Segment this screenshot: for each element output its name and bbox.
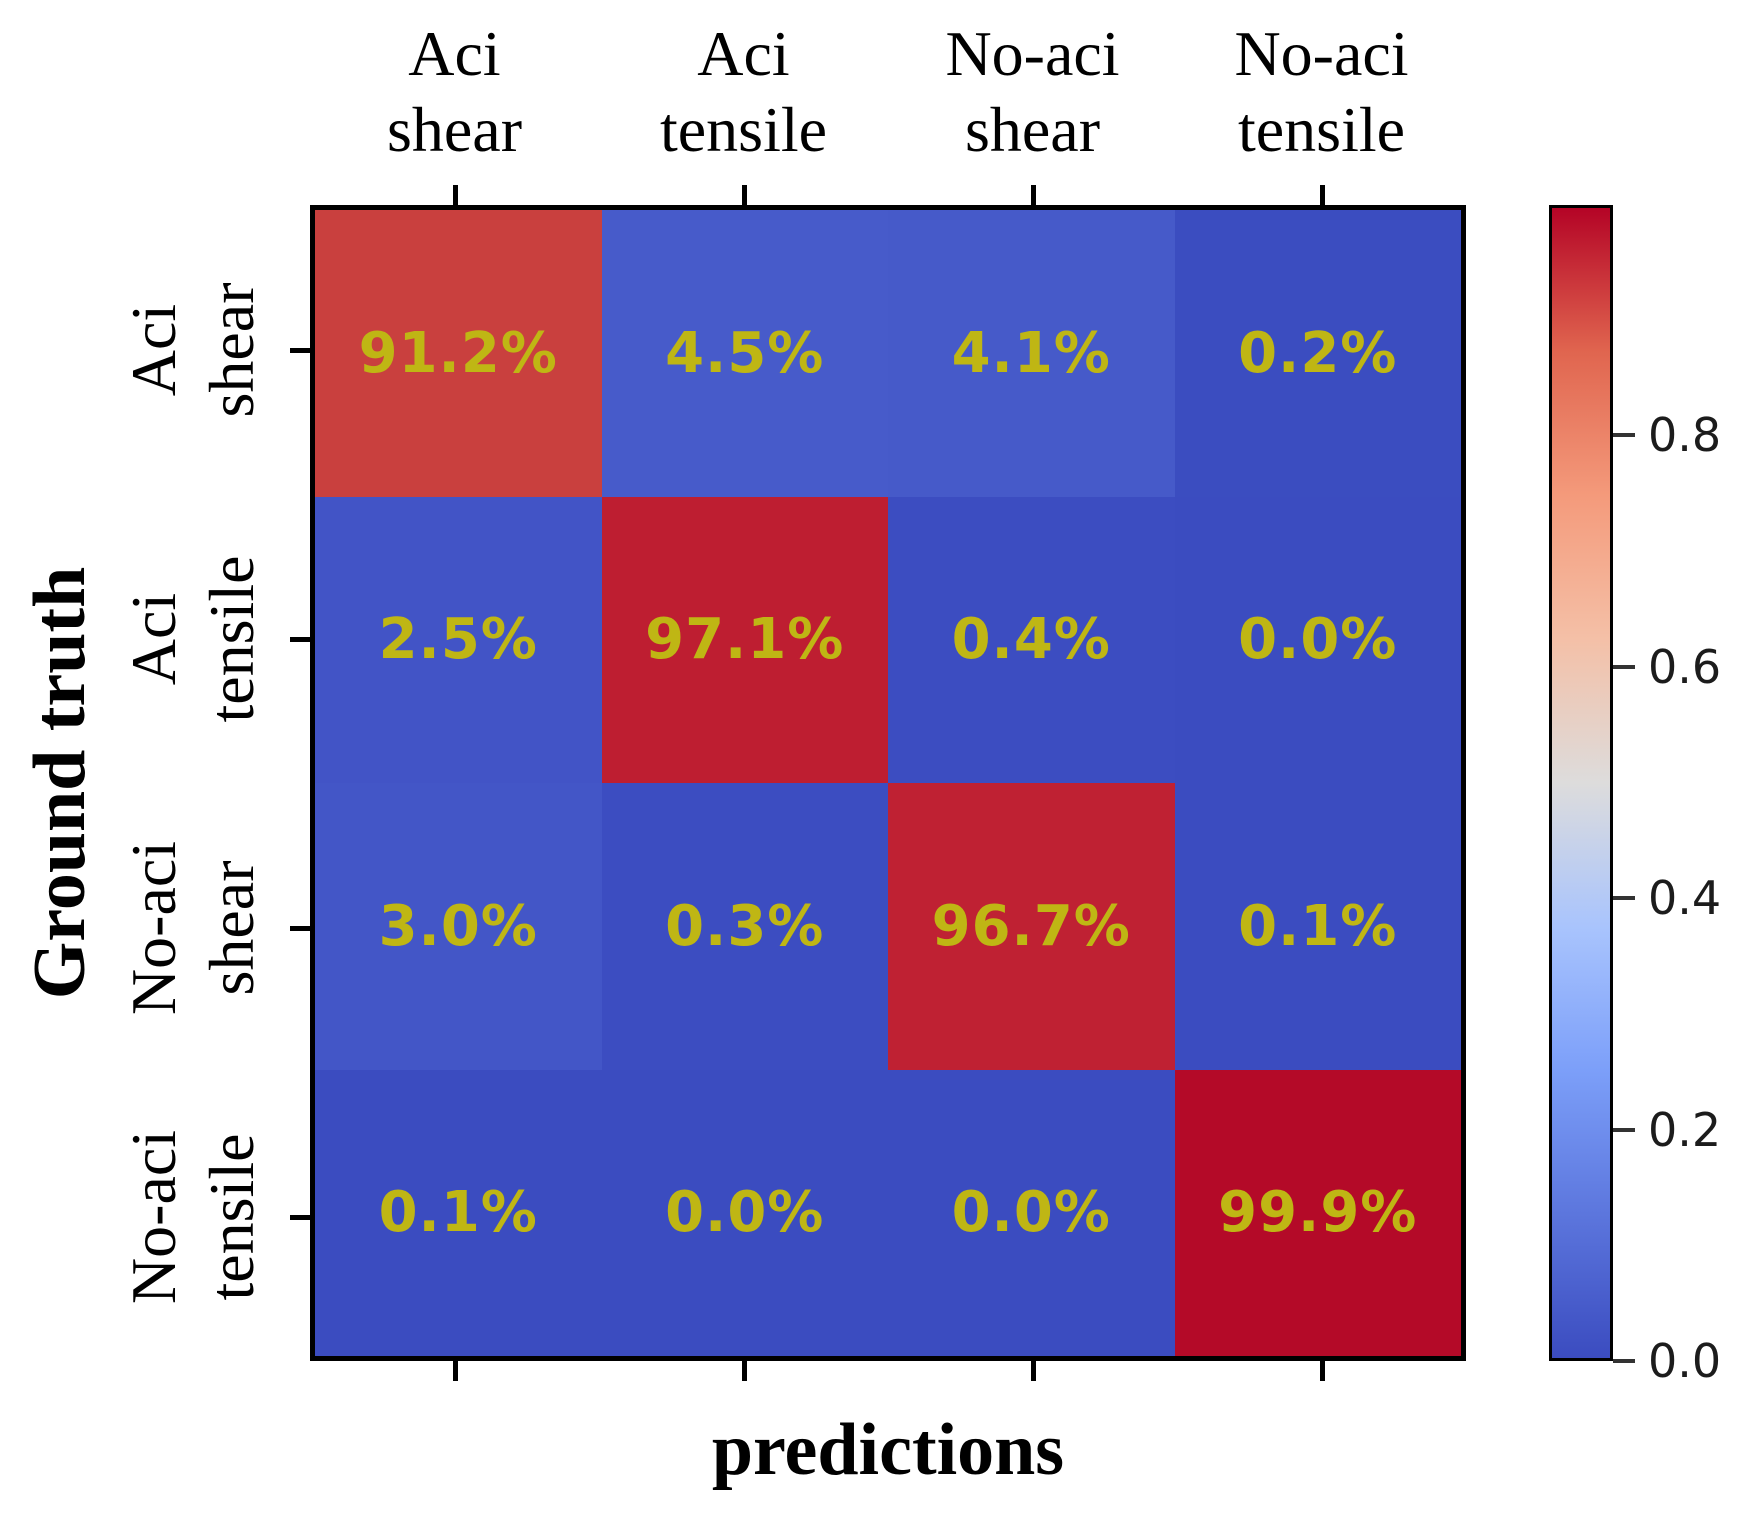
colorbar [1549, 205, 1613, 1361]
x-tick-label: No-aci tensile [1234, 18, 1409, 165]
colorbar-tick-mark [1613, 896, 1635, 901]
tick-mark [741, 1361, 747, 1381]
colorbar-tick-mark [1613, 1127, 1635, 1132]
matrix-cell: 96.7% [888, 783, 1175, 1070]
heatmap-grid: 91.2% 4.5% 4.1% 0.2% 2.5% 97.1% 0.4% 0.0% 3.0% 0.… [310, 205, 1466, 1361]
colorbar-tick-mark [1613, 1359, 1635, 1363]
tick-mark [290, 925, 310, 931]
x-tick-label: Aci shear [386, 18, 523, 165]
tick-mark [290, 1214, 310, 1220]
matrix-cell: 97.1% [601, 496, 888, 783]
colorbar-tick-label: 0.0 [1648, 1334, 1722, 1388]
matrix-cell: 91.2% [315, 210, 602, 497]
y-tick-label: No-aci shear [118, 840, 267, 1015]
matrix-cell: 99.9% [1174, 1069, 1461, 1356]
tick-mark [290, 636, 310, 642]
tick-mark [290, 347, 310, 353]
matrix-cell: 0.2% [1174, 210, 1461, 497]
y-tick-label: Aci tensile [118, 554, 267, 723]
colorbar-tick-label: 0.2 [1648, 1102, 1722, 1157]
matrix-cell: 0.1% [315, 1069, 602, 1356]
matrix-cell: 0.0% [888, 1069, 1175, 1356]
matrix-cell: 2.5% [315, 496, 602, 783]
tick-mark [741, 185, 747, 205]
tick-mark [452, 1361, 458, 1381]
y-axis-title: Ground truth [19, 566, 101, 1000]
matrix-cell: 0.4% [888, 496, 1175, 783]
tick-mark [1030, 1361, 1036, 1381]
matrix-cell: 4.5% [601, 210, 888, 497]
colorbar-tick-mark [1613, 664, 1635, 669]
x-axis-title: predictions [711, 1409, 1065, 1491]
colorbar-tick-label: 0.6 [1648, 639, 1722, 694]
colorbar-tick-label: 0.8 [1648, 408, 1722, 463]
tick-mark [1319, 1361, 1325, 1381]
tick-mark [1319, 185, 1325, 205]
matrix-cell: 4.1% [888, 210, 1175, 497]
tick-mark [1030, 185, 1036, 205]
colorbar-tick-mark [1613, 433, 1635, 438]
matrix-cell: 0.3% [601, 783, 888, 1070]
y-tick-label: Aci shear [118, 281, 267, 418]
y-tick-label: No-aci tensile [118, 1129, 267, 1304]
colorbar-tick-label: 0.4 [1648, 871, 1722, 926]
tick-mark [452, 185, 458, 205]
x-tick-label: No-aci shear [945, 18, 1120, 165]
matrix-cell: 0.0% [601, 1069, 888, 1356]
matrix-cell: 0.1% [1174, 783, 1461, 1070]
x-tick-label: Aci tensile [659, 18, 828, 165]
matrix-cell: 0.0% [1174, 496, 1461, 783]
matrix-cell: 3.0% [315, 783, 602, 1070]
